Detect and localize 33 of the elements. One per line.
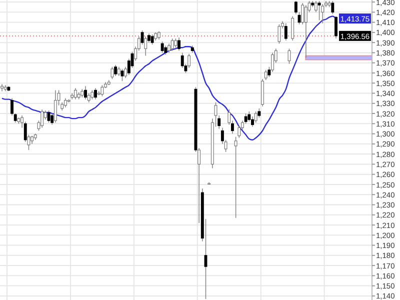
candlestick — [254, 111, 258, 124]
candlestick — [248, 111, 251, 122]
candlestick — [291, 16, 294, 41]
candlestick — [278, 24, 281, 44]
candlestick — [64, 98, 67, 108]
candlestick — [318, 0, 321, 21]
candlestick — [174, 38, 178, 48]
candlestick — [40, 109, 44, 128]
candlestick — [170, 38, 174, 52]
candlestick — [54, 90, 57, 124]
candlestick — [120, 68, 124, 82]
candlestick — [110, 66, 114, 80]
candlestick — [234, 136, 238, 218]
candlestick — [304, 4, 308, 58]
candlestick — [284, 22, 288, 41]
candlestick — [164, 45, 168, 56]
candlestick — [150, 34, 154, 45]
candlestick — [261, 78, 264, 107]
candlestick — [47, 110, 50, 124]
candlestick — [90, 90, 94, 100]
candlestick — [100, 84, 104, 97]
candlestick — [264, 70, 268, 80]
candlestick — [160, 41, 164, 54]
candlestick — [84, 86, 87, 100]
candlestick — [331, 0, 334, 15]
candlestick — [114, 64, 118, 76]
candlestick — [288, 48, 291, 64]
candlestick — [74, 88, 77, 100]
candlestick — [97, 90, 100, 96]
candlestick — [94, 88, 97, 100]
candlestick — [178, 37, 180, 52]
candlestick — [321, 4, 324, 24]
line-series — [1, 16, 337, 140]
